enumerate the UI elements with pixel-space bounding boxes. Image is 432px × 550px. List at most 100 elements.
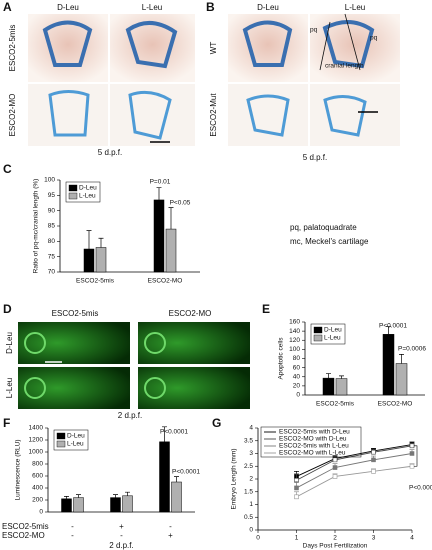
error-bar <box>339 375 344 379</box>
panel-letter: C <box>3 162 12 176</box>
line <box>296 465 413 498</box>
legend-label: ESCO2-MO with L-Leu <box>279 450 346 457</box>
image <box>28 14 108 82</box>
legend-label: D-Leu <box>324 327 342 334</box>
y-tick-label: 400 <box>32 485 43 492</box>
legend-box <box>260 426 362 458</box>
bar <box>382 334 395 396</box>
column-label: D-Leu <box>57 3 79 12</box>
panel-letter: G <box>212 416 221 430</box>
bar <box>83 248 95 273</box>
panel-letter: A <box>3 0 12 14</box>
caption: 5 d.p.f. <box>98 148 122 157</box>
y-tick-label: 85 <box>48 223 56 230</box>
error-bar <box>113 494 118 498</box>
y-tick-label: 160 <box>289 319 300 326</box>
row-label: L-Leu <box>5 378 14 398</box>
y-tick-label: 1200 <box>29 437 44 444</box>
bar <box>159 441 170 513</box>
annotation: pq <box>370 35 378 42</box>
eye <box>24 332 46 354</box>
column-label: ESCO2-MO <box>169 309 212 318</box>
image <box>28 84 108 146</box>
y-tick-label: 1.5 <box>244 488 253 495</box>
note: pq, palatoquadrate <box>290 223 357 232</box>
y-tick-label: 0 <box>249 527 253 534</box>
error-bar <box>98 237 104 248</box>
image <box>18 367 130 409</box>
x-tick-label: ESCO2-MO <box>378 401 413 408</box>
table-mark: - <box>71 531 74 540</box>
bar <box>322 377 335 396</box>
panel-letter: F <box>3 416 10 430</box>
annotation: P<0.05 <box>170 200 191 207</box>
legend-label: D-Leu <box>67 433 85 440</box>
x-tick-label: 2 <box>333 535 337 542</box>
error-bar <box>64 496 69 499</box>
y-tick-label: 95 <box>48 192 56 199</box>
error-bar <box>156 187 162 200</box>
row-label: D-Leu <box>5 332 14 354</box>
legend-label: L-Leu <box>67 441 84 448</box>
cartilage <box>42 20 178 69</box>
image <box>138 322 250 364</box>
x-tick-label: 4 <box>410 535 414 542</box>
cartilage <box>246 94 367 137</box>
line <box>296 453 413 489</box>
legend-swatch <box>56 440 66 448</box>
legend-swatch <box>68 184 78 192</box>
eye <box>144 332 166 354</box>
y-tick-label: 80 <box>48 238 56 245</box>
panel-a-images <box>28 14 195 146</box>
y-tick-label: 140 <box>289 328 300 335</box>
bar <box>171 481 182 513</box>
annotation: P<0.0001 <box>409 485 432 492</box>
x-tick-label: ESCO2-5mis <box>316 401 355 408</box>
x-tick-label: ESCO2-5mis <box>76 278 115 285</box>
cartilage <box>242 20 375 69</box>
marker <box>332 465 338 470</box>
table-mark: - <box>120 531 123 540</box>
bracket <box>414 445 418 467</box>
y-tick-label: 60 <box>293 364 301 371</box>
table-row-label: ESCO2-MO <box>2 531 45 540</box>
error-bar <box>86 230 92 249</box>
legend-label: ESCO2-5mis with L-Leu <box>279 443 349 450</box>
marker <box>371 449 376 455</box>
legend-swatch <box>56 432 66 440</box>
bar <box>122 495 133 513</box>
legend-label: L-Leu <box>79 193 96 200</box>
bar <box>95 247 107 273</box>
y-tick-label: 4 <box>249 425 253 432</box>
y-tick-label: 1400 <box>29 425 44 432</box>
legend-swatch <box>313 334 323 342</box>
table-mark: + <box>168 531 173 540</box>
panel-letter: D <box>3 302 12 316</box>
image <box>138 367 250 409</box>
y-tick-label: 120 <box>289 337 300 344</box>
table-mark: + <box>119 522 124 531</box>
x-tick-label: ESCO2-MO <box>148 278 183 285</box>
annotation: cranial length <box>325 63 364 70</box>
column-label: ESCO2-5mis <box>52 309 99 318</box>
annotation: P<0.0001 <box>160 429 188 436</box>
legend-label: ESCO2-5mis with D-Leu <box>279 429 350 436</box>
legend-label: L-Leu <box>324 335 341 342</box>
y-tick-label: 0 <box>296 392 300 399</box>
error-bar <box>168 207 174 230</box>
row-label: WT <box>209 42 218 55</box>
panel-letter: B <box>206 0 215 14</box>
annotation: pq <box>310 27 318 34</box>
annotation: P=0.01 <box>150 179 171 186</box>
bar <box>395 363 408 396</box>
line <box>296 445 413 481</box>
y-axis-label: Luminescence (RLU) <box>15 439 22 500</box>
column-label: L-Leu <box>345 3 365 12</box>
error-bar <box>125 491 130 496</box>
marker <box>409 451 415 456</box>
y-tick-label: 600 <box>32 473 43 480</box>
row-label: ESCO2-Mut <box>209 93 218 137</box>
y-tick-label: 0 <box>39 509 43 516</box>
marker <box>371 469 376 474</box>
